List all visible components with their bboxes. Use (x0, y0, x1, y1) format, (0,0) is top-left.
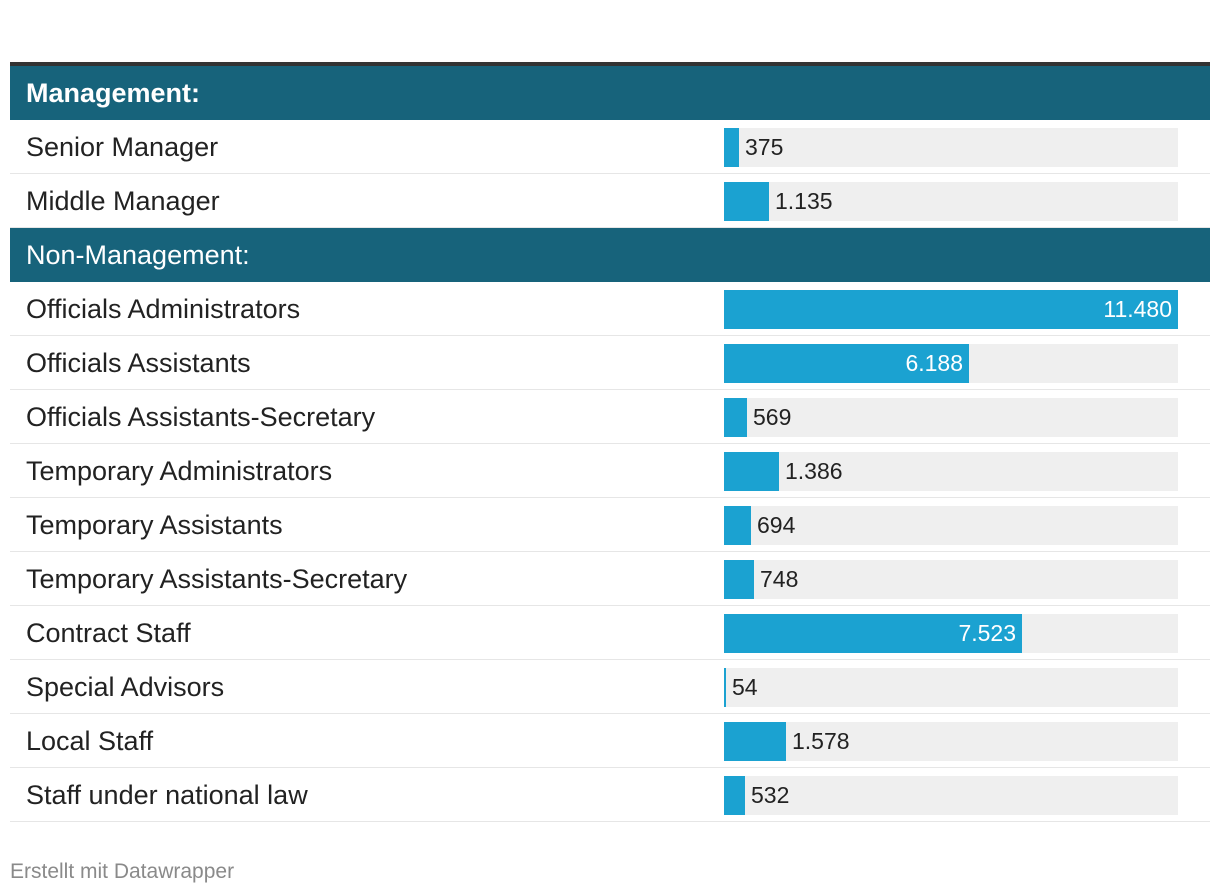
row-label: Local Staff (26, 726, 154, 756)
bar (724, 290, 1178, 329)
row-label: Officials Assistants (26, 348, 251, 378)
table-row: Officials Assistants 6.188 (10, 336, 1210, 390)
bar-track: 1.386 (724, 452, 1178, 491)
credit-footer: Erstellt mit Datawrapper (10, 860, 235, 883)
table-row: Temporary Administrators 1.386 (10, 444, 1210, 498)
bar-track: 694 (724, 506, 1178, 545)
bar-value-label: 1.386 (785, 458, 843, 484)
table-row: Contract Staff 7.523 (10, 606, 1210, 660)
bar-track: 748 (724, 560, 1178, 599)
bar-value-label: 375 (745, 134, 784, 160)
bar (724, 776, 745, 815)
group-header: Management: (10, 66, 1210, 120)
bar-track: 7.523 (724, 614, 1178, 653)
bar-value-label: 569 (753, 404, 792, 430)
bar-value-label: 532 (751, 782, 790, 808)
row-label: Officials Administrators (26, 294, 301, 324)
group-header-label: Management: (26, 78, 201, 108)
row-label: Temporary Assistants-Secretary (26, 564, 408, 594)
table-row: Staff under national law 532 (10, 768, 1210, 822)
table-row: Middle Manager 1.135 (10, 174, 1210, 228)
bar-track: 532 (724, 776, 1178, 815)
bar-track: 375 (724, 128, 1178, 167)
bar (724, 182, 769, 221)
bar-track: 54 (724, 668, 1178, 707)
table-row: Local Staff 1.578 (10, 714, 1210, 768)
table-row: Temporary Assistants-Secretary 748 (10, 552, 1210, 606)
row-label: Officials Assistants-Secretary (26, 402, 376, 432)
row-label: Temporary Administrators (26, 456, 333, 486)
bar-value-label: 54 (732, 674, 758, 700)
bar-track: 11.480 (724, 290, 1178, 329)
bar-value-label: 1.135 (775, 188, 833, 214)
bar (724, 128, 739, 167)
bar (724, 344, 969, 383)
row-label: Contract Staff (26, 618, 191, 648)
row-label: Staff under national law (26, 780, 308, 810)
bar-value-label: 7.523 (958, 620, 1016, 646)
bar-value-label: 748 (760, 566, 799, 592)
group-header-label: Non-Management: (26, 240, 250, 270)
bar-table: Management: Senior Manager 375 Middle Manag… (10, 62, 1210, 822)
row-label: Senior Manager (26, 132, 219, 162)
bar (724, 452, 779, 491)
bar (724, 722, 786, 761)
table-row: Temporary Assistants 694 (10, 498, 1210, 552)
bar (724, 560, 754, 599)
bar-track: 6.188 (724, 344, 1178, 383)
bar-value-label: 1.578 (792, 728, 850, 754)
bar-value-label: 694 (757, 512, 796, 538)
bar (724, 614, 1022, 653)
bar (724, 398, 747, 437)
bar-value-label: 11.480 (1103, 296, 1172, 322)
bar-track: 1.135 (724, 182, 1178, 221)
table-row: Officials Assistants-Secretary 569 (10, 390, 1210, 444)
table-row: Special Advisors 54 (10, 660, 1210, 714)
row-label: Temporary Assistants (26, 510, 283, 540)
bar (724, 668, 726, 707)
bar-track: 569 (724, 398, 1178, 437)
table-row: Senior Manager 375 (10, 120, 1210, 174)
row-label: Special Advisors (26, 672, 225, 702)
row-label: Middle Manager (26, 186, 220, 216)
bar-track: 1.578 (724, 722, 1178, 761)
group-header: Non-Management: (10, 228, 1210, 282)
bar-value-label: 6.188 (905, 350, 963, 376)
table-row: Officials Administrators 11.480 (10, 282, 1210, 336)
bar (724, 506, 751, 545)
